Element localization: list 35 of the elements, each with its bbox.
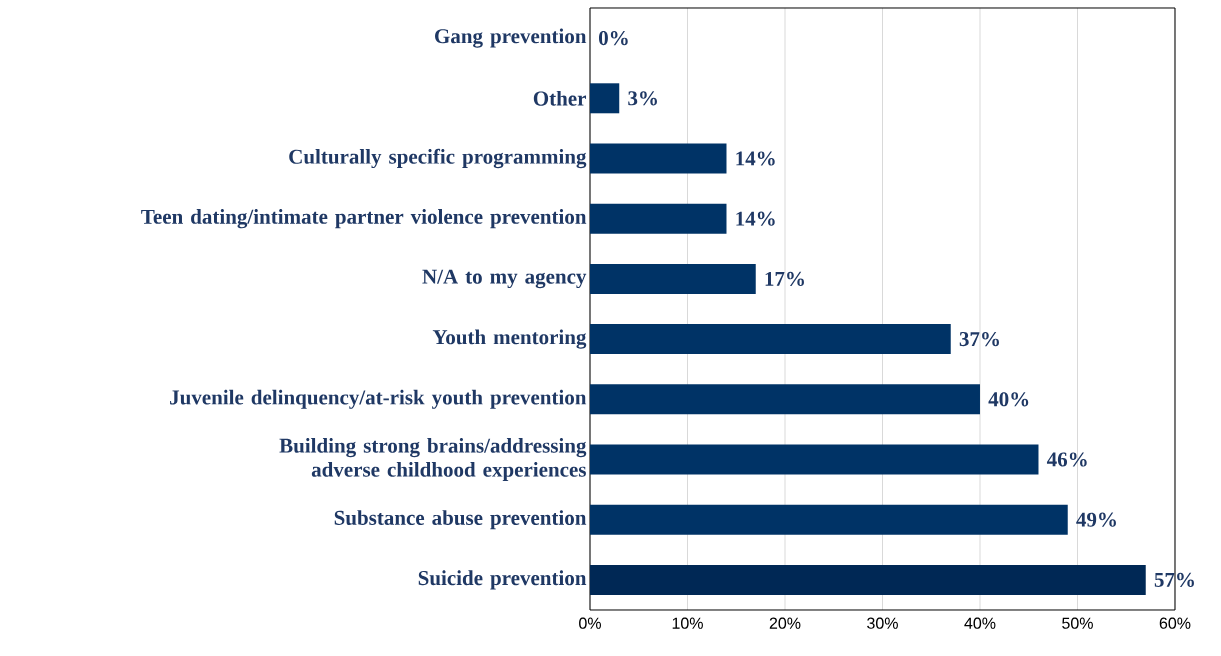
x-tick-label: 20% <box>769 617 801 629</box>
y-tick-label: Suicide prevention <box>418 570 587 590</box>
x-tick-label: 60% <box>1159 617 1191 629</box>
y-tick-label: Other <box>533 90 587 106</box>
bar <box>590 324 951 355</box>
y-tick-label: Building strong brains/addressing adverse childhood experiences <box>279 437 587 482</box>
y-tick-label: Gang prevention <box>435 28 587 48</box>
x-tick-label: 50% <box>1062 617 1093 629</box>
y-tick-label: Juvenile delinquency/at-risk youth prevention <box>170 389 587 409</box>
y-tick-label: Substance abuse prevention <box>334 510 587 530</box>
data-label: 14% <box>736 211 775 226</box>
data-label: 37% <box>959 331 999 347</box>
bar <box>590 564 1146 595</box>
x-tick-label: 40% <box>964 617 996 629</box>
bar <box>590 143 727 174</box>
y-tick-label: Youth mentoring <box>432 329 587 349</box>
data-label: 3% <box>628 91 657 106</box>
data-label: 14% <box>736 151 775 166</box>
data-label: 0% <box>599 30 628 46</box>
x-tick-label: 10% <box>672 617 703 629</box>
data-label: 40% <box>988 392 1029 407</box>
data-label: 49% <box>1076 512 1116 527</box>
bar <box>590 83 620 114</box>
bar <box>590 384 980 415</box>
bar <box>590 444 1039 475</box>
y-tick-label: Teen dating/intimate partner violence prevention <box>141 209 587 229</box>
y-tick-label: Culturally specific programming <box>289 148 587 169</box>
data-label: 46% <box>1046 452 1087 467</box>
bar <box>590 504 1068 535</box>
x-tick-label: 0% <box>579 617 601 629</box>
y-tick-label: N/A to my agency <box>422 269 587 289</box>
bar <box>590 203 727 234</box>
data-label: 17% <box>765 271 804 287</box>
bar <box>590 263 756 294</box>
x-tick-label: 30% <box>867 617 898 629</box>
